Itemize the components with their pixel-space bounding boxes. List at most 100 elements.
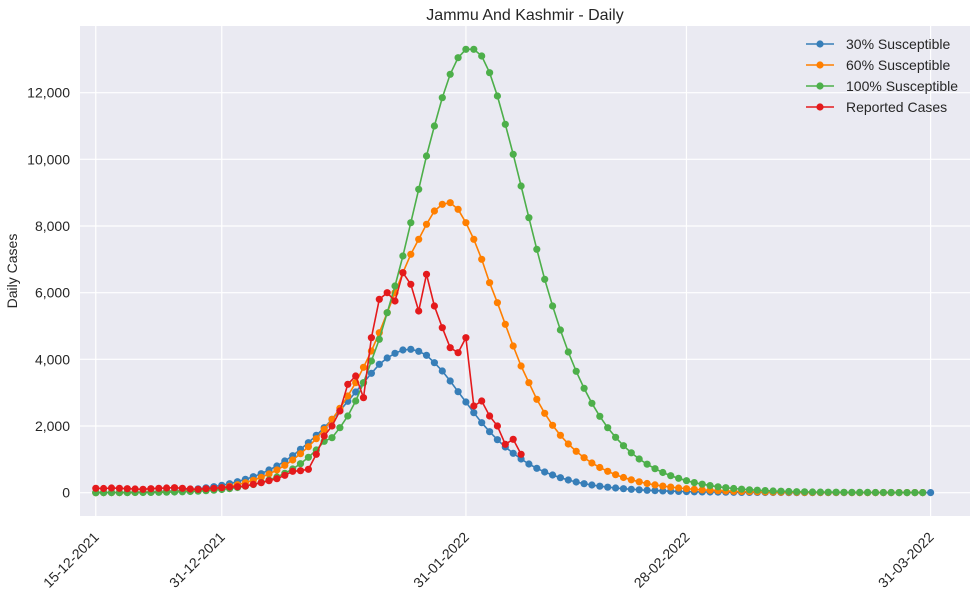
data-point [927,489,935,497]
data-point [375,295,383,303]
data-point [304,465,312,473]
data-point [580,384,588,392]
data-point [296,467,305,475]
data-point [139,485,147,493]
data-point [226,483,234,491]
legend-marker [816,103,824,111]
data-point [281,471,289,479]
data-point [549,302,557,310]
data-point [273,475,281,483]
data-point [533,395,541,403]
data-point [541,468,549,476]
data-point [422,152,431,160]
data-point [738,485,746,493]
data-point [123,485,131,493]
data-point [619,442,628,450]
data-point [619,473,628,482]
data-point [808,488,817,496]
data-point [399,269,407,277]
data-point [462,219,470,227]
data-point [446,344,454,352]
data-point [903,489,911,497]
data-point [541,275,549,283]
data-point [919,489,927,497]
data-point [407,219,415,227]
data-point [304,453,312,461]
data-point [163,484,171,492]
data-point [635,486,643,494]
data-point [572,447,580,455]
data-point [635,455,643,463]
data-point [336,407,344,415]
data-point [454,388,462,396]
data-point [422,270,431,278]
data-point [509,435,517,443]
data-point [627,449,635,457]
grid [80,26,970,516]
data-point [509,342,517,350]
data-point [730,484,738,493]
data-point [486,69,494,77]
data-point [549,421,557,429]
data-point [604,424,612,432]
data-point [147,485,155,493]
data-point [659,482,667,490]
data-point [446,377,454,385]
data-point [777,487,785,495]
data-point [462,334,470,342]
data-point [895,489,903,497]
data-point [564,476,572,484]
data-point [407,280,415,288]
data-point [462,398,470,406]
data-point [580,480,588,488]
data-point [383,289,391,297]
data-point [501,320,509,328]
data-point [525,460,533,468]
legend-marker [816,61,824,69]
series-layer [92,45,935,497]
data-point [430,302,438,310]
data-point [328,434,336,442]
data-point [202,485,210,493]
data-point [643,486,651,494]
data-point [281,461,289,469]
data-point [265,477,273,485]
data-point [572,478,580,486]
data-point [635,478,643,486]
data-point [257,479,265,487]
legend-entry: 100% Susceptible [806,78,958,94]
data-point [871,488,880,497]
data-point [509,150,517,158]
data-point [391,282,399,290]
data-point [352,388,360,396]
data-point [359,394,368,402]
data-point [438,367,446,375]
data-point [856,488,864,496]
x-tick-label: 31-01-2022 [410,529,472,591]
data-point [233,483,242,491]
y-tick-label: 2,000 [35,418,70,434]
data-point [604,483,612,491]
data-point [619,485,628,493]
y-tick-label: 4,000 [35,351,70,367]
data-point [359,363,368,371]
data-point [509,449,517,457]
data-point [564,440,572,448]
data-point [470,402,478,410]
data-point [564,348,572,356]
data-point [525,214,533,222]
data-point [265,470,273,478]
data-point [667,472,675,480]
data-point [430,359,438,367]
data-point [367,334,375,342]
data-point [525,379,533,387]
data-point [556,326,565,334]
data-point [879,488,888,497]
legend: 30% Susceptible 60% Susceptible 100% Susce… [806,36,958,115]
data-point [493,299,501,307]
data-point [312,450,320,458]
data-point [848,488,856,496]
data-point [651,481,659,489]
data-point [100,484,108,493]
data-point [517,450,525,458]
